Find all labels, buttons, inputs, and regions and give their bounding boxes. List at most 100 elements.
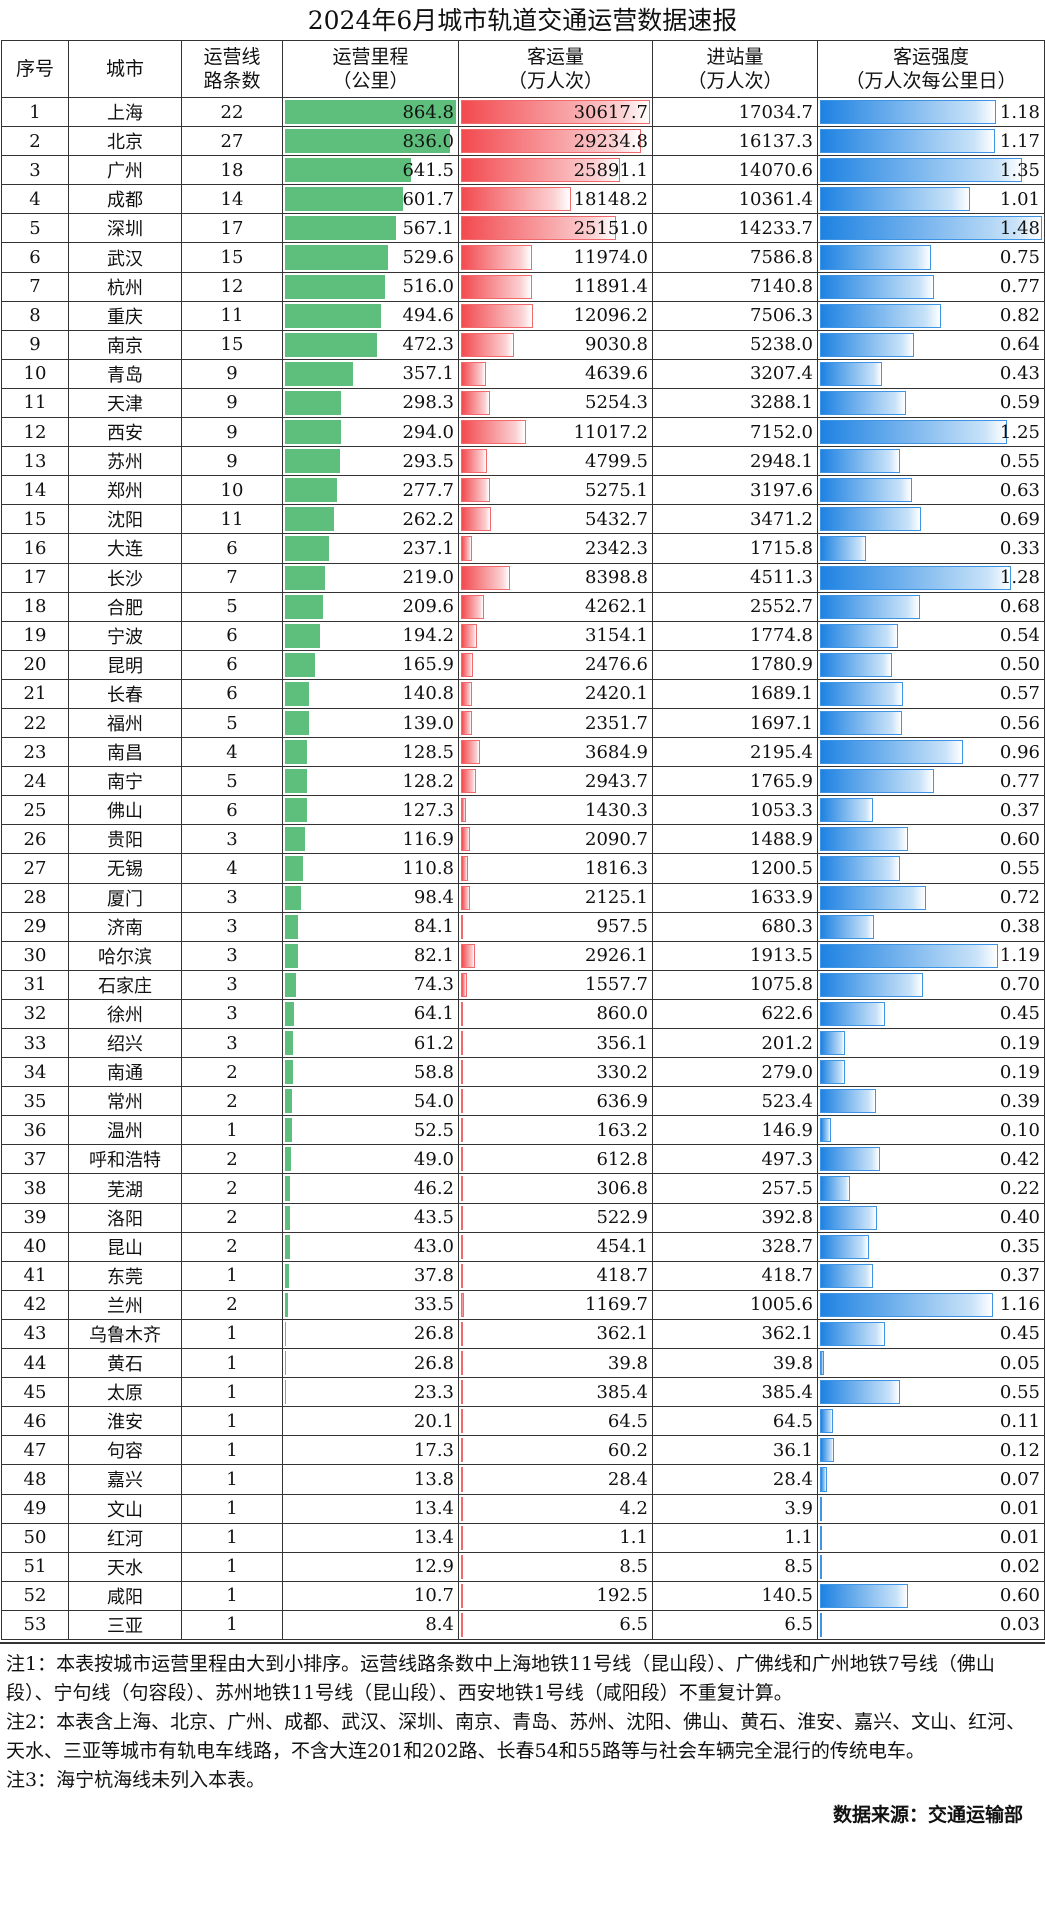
cell-value: 58.8 <box>413 1061 454 1083</box>
cell-value: 98.4 <box>413 887 454 909</box>
cell-line-count: 1 <box>181 1115 283 1146</box>
cell-index: 35 <box>1 1086 69 1117</box>
cell-mileage: 293.5 <box>282 446 459 477</box>
cell-entries: 6.5 <box>652 1609 818 1640</box>
cell-value: 39.8 <box>607 1352 648 1374</box>
value-bar <box>820 1554 822 1579</box>
table-row: 47 句容 1 17.3 60.2 36.1 0.12 <box>1 1435 1045 1466</box>
cell-city: 嘉兴 <box>68 1464 182 1495</box>
cell-value: 9 <box>226 421 238 443</box>
value-bar <box>285 1001 294 1026</box>
value-bar <box>820 943 998 968</box>
cell-value: 14070.6 <box>738 159 813 181</box>
cell-city: 句容 <box>68 1435 182 1466</box>
table-row: 17 长沙 7 219.0 8398.8 4511.3 1.28 <box>1 562 1045 593</box>
value-bar <box>285 245 389 270</box>
cell-entries: 2552.7 <box>652 591 818 622</box>
cell-value: 42 <box>23 1294 47 1316</box>
cell-line-count: 6 <box>181 533 283 564</box>
value-bar <box>461 681 473 706</box>
cell-entries: 14070.6 <box>652 155 818 186</box>
cell-intensity: 1.18 <box>817 96 1045 128</box>
cell-line-count: 1 <box>181 1377 283 1408</box>
cell-intensity: 0.82 <box>817 300 1045 331</box>
cell-value: 957.5 <box>596 916 648 938</box>
cell-intensity: 1.17 <box>817 126 1045 157</box>
cell-value: 494.6 <box>402 305 454 327</box>
cell-city: 重庆 <box>68 300 182 331</box>
cell-value: 357.1 <box>402 363 454 385</box>
note-2: 注2：本表含上海、北京、广州、成都、武汉、深圳、南京、青岛、苏州、沈阳、佛山、黄… <box>6 1710 1026 1762</box>
cell-value: 192.5 <box>596 1585 648 1607</box>
cell-mileage: 262.2 <box>282 504 459 535</box>
cell-ridership: 385.4 <box>458 1377 653 1408</box>
cell-value: 太原 <box>107 1383 143 1405</box>
cell-value: 昆明 <box>107 655 143 677</box>
value-bar <box>820 100 997 125</box>
value-bar <box>285 885 301 910</box>
cell-value: 0.33 <box>999 537 1040 559</box>
cell-value: 0.05 <box>999 1352 1040 1374</box>
table-row: 29 济南 3 84.1 957.5 680.3 0.38 <box>1 911 1045 942</box>
cell-intensity: 0.07 <box>817 1464 1045 1495</box>
cell-city: 青岛 <box>68 358 182 389</box>
cell-city: 郑州 <box>68 475 182 506</box>
cell-intensity: 0.35 <box>817 1231 1045 1262</box>
cell-index: 15 <box>1 504 69 535</box>
cell-mileage: 61.2 <box>282 1027 459 1059</box>
cell-value: 0.72 <box>999 887 1040 909</box>
cell-value: 2351.7 <box>585 712 648 734</box>
cell-value: 29234.8 <box>573 130 648 152</box>
cell-line-count: 6 <box>181 620 283 651</box>
cell-index: 14 <box>1 475 69 506</box>
value-bar <box>820 478 913 503</box>
cell-line-count: 7 <box>181 562 283 593</box>
cell-line-count: 27 <box>181 126 283 157</box>
value-bar <box>461 623 477 648</box>
value-bar <box>820 885 926 910</box>
cell-index: 8 <box>1 300 69 331</box>
cell-value: 1715.8 <box>750 537 813 559</box>
cell-index: 49 <box>1 1493 69 1524</box>
cell-line-count: 5 <box>181 591 283 622</box>
cell-line-count: 9 <box>181 446 283 477</box>
cell-index: 36 <box>1 1115 69 1146</box>
cell-value: 南通 <box>107 1063 143 1085</box>
cell-index: 43 <box>1 1318 69 1350</box>
cell-value: 1 <box>226 1498 238 1520</box>
cell-entries: 1075.8 <box>652 969 818 1000</box>
cell-line-count: 22 <box>181 96 283 128</box>
cell-ridership: 418.7 <box>458 1260 653 1291</box>
cell-ridership: 25891.1 <box>458 155 653 186</box>
cell-mileage: 52.5 <box>282 1115 459 1146</box>
cell-line-count: 18 <box>181 155 283 186</box>
value-bar <box>820 449 900 474</box>
cell-value: 362.1 <box>596 1323 648 1345</box>
cell-mileage: 237.1 <box>282 533 459 564</box>
cell-value: 237.1 <box>402 537 454 559</box>
cell-mileage: 17.3 <box>282 1435 459 1466</box>
value-bar <box>820 1263 873 1288</box>
cell-value: 15 <box>220 334 244 356</box>
cell-value: 0.40 <box>999 1207 1040 1229</box>
cell-value: 127.3 <box>402 799 454 821</box>
value-bar <box>285 303 382 328</box>
cell-mileage: 140.8 <box>282 678 459 709</box>
value-bar <box>820 1321 885 1347</box>
cell-value: 0.55 <box>999 1381 1040 1403</box>
cell-value: 3684.9 <box>585 741 648 763</box>
cell-entries: 1697.1 <box>652 707 818 739</box>
cell-value: 9 <box>226 363 238 385</box>
cell-city: 大连 <box>68 533 182 564</box>
cell-value: 3 <box>226 945 238 967</box>
cell-value: 1.48 <box>999 217 1040 239</box>
cell-intensity: 0.64 <box>817 329 1045 360</box>
cell-value: 277.7 <box>402 479 454 501</box>
cell-index: 12 <box>1 417 69 448</box>
value-bar <box>461 740 481 765</box>
cell-ridership: 5432.7 <box>458 504 653 535</box>
value-bar <box>285 1263 289 1288</box>
cell-value: 45 <box>23 1381 47 1403</box>
cell-ridership: 11017.2 <box>458 417 653 448</box>
cell-value: 0.22 <box>999 1178 1040 1200</box>
